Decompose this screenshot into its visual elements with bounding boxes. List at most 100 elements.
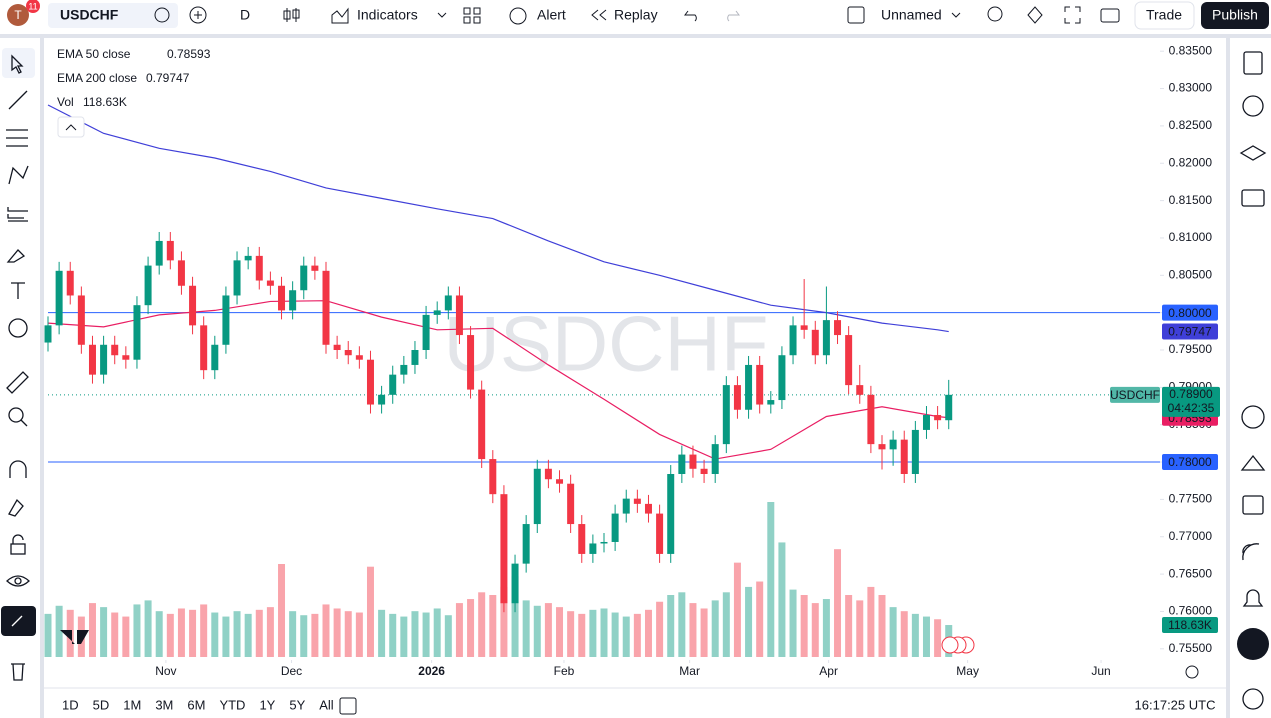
volume-bar [544,603,552,657]
candle-body [255,255,263,281]
symbol-search[interactable] [48,3,178,28]
x-tick-label: Jun [1091,664,1110,678]
volume-bar [911,613,919,657]
candle-body [633,498,641,504]
redo[interactable] [727,10,740,22]
compare-icon[interactable] [154,7,170,23]
events [941,636,975,654]
volume-bar [266,607,274,657]
y-tick-label: 0.83000 [1169,81,1213,95]
goto-date[interactable] [339,697,357,715]
interval[interactable]: D [240,7,250,23]
volume-bar [211,612,219,657]
replay-icon [591,9,607,21]
range-button[interactable]: 5D [93,697,110,712]
templates-icon[interactable] [463,7,481,24]
y-tick-label: 0.76500 [1169,566,1213,580]
volume-bar [667,595,675,657]
candle-body [478,389,486,460]
collapse-legend[interactable] [57,116,85,138]
volume-bar [189,609,197,657]
volume-bar [867,586,875,657]
publish: Publish [1212,7,1258,23]
products-button[interactable] [1237,628,1269,660]
last-price: 0.78900 [1169,387,1213,401]
volume-bar [311,613,319,657]
y-tick-label: 0.80500 [1169,267,1213,281]
range-button[interactable]: All [319,697,334,712]
x-tick-label: May [956,664,979,678]
range-button[interactable]: 5Y [289,697,305,712]
candle-body [589,543,597,554]
undo[interactable] [684,10,697,22]
chevron [65,124,77,131]
alert-icon [509,7,527,25]
candle-body [644,503,652,514]
volume-bar [889,607,897,657]
volume-bar [711,600,719,657]
candle-body [789,325,797,356]
candle-body [211,344,219,371]
candle-body [189,285,197,326]
clock: 16:17:25 UTC [1135,697,1216,712]
candle-body [556,479,564,484]
candle-body [177,260,185,286]
range-button[interactable]: 1D [62,697,79,712]
replay[interactable]: Replay [614,7,658,23]
range-button[interactable]: 3M [155,697,173,712]
x-tick-label: 2026 [418,664,445,678]
candle-body [678,454,686,474]
candle-body [266,280,274,286]
layout-name[interactable]: Unnamed [881,7,942,23]
candle-body [600,541,608,544]
candle-body [422,314,430,350]
indicators[interactable]: Indicators [357,7,418,23]
candle-body [522,524,530,564]
ema200-line [47,104,949,333]
add-symbol[interactable] [189,6,207,24]
ema200-badge-bg [1162,323,1218,340]
candle-body [745,364,753,410]
candle-body [756,364,764,405]
avatar[interactable] [7,4,29,26]
trade-button[interactable] [1134,1,1195,30]
candle-body [811,329,819,356]
volume-bar [177,608,185,657]
candle-body [100,344,108,375]
range-button[interactable]: YTD [219,697,245,712]
range-button[interactable]: 6M [187,697,205,712]
volume-bar [389,613,397,657]
range-button[interactable]: 1Y [259,697,275,712]
search-icon[interactable] [987,6,1003,22]
volume-bar [900,611,908,657]
candle-body [222,295,230,345]
y-tick-label: 0.77500 [1169,492,1213,506]
drawing-tools[interactable] [1,48,36,681]
candle-body [155,240,163,266]
logo [60,630,89,644]
fullscreen-icon[interactable] [1064,6,1081,24]
ema200-badge: 0.79747 [1168,325,1212,339]
alert[interactable]: Alert [537,7,566,23]
candle-body [233,260,241,296]
ema50-line [47,300,949,460]
candle-body [400,364,408,375]
candle-body [166,240,174,261]
axis-settings[interactable] [1185,665,1199,679]
candle-body [88,344,96,375]
range-button[interactable]: 1M [123,697,141,712]
snapshot-icon[interactable] [1100,8,1120,23]
candle-body [867,394,875,445]
candle-body [378,394,386,405]
volume-bar [689,603,697,657]
candle-body [934,414,942,421]
settings-icon[interactable] [1027,6,1043,24]
candle-body [111,344,119,356]
publish-button[interactable] [1201,2,1269,29]
countdown: 04:42:35 [1168,401,1215,415]
volume-bar [756,581,764,657]
candle-body [355,355,363,360]
side-widgets[interactable] [1239,51,1267,710]
volume-bar [767,502,775,657]
candle-body [133,305,141,360]
